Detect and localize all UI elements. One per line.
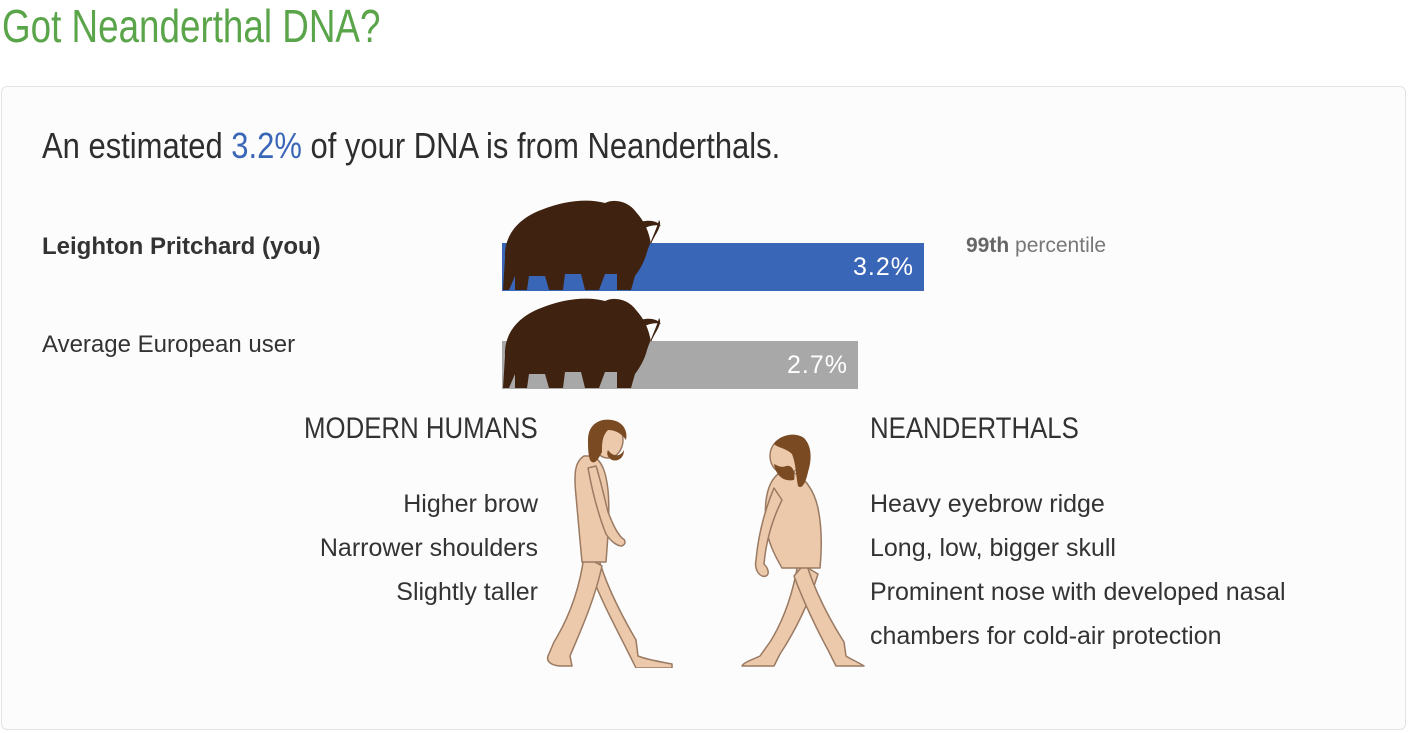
neanderthal-trait-item: Prominent nose with developed nasal — [870, 578, 1286, 606]
neanderthal-trait-item: Heavy eyebrow ridge — [870, 490, 1105, 518]
percentile-text: 99th percentile — [966, 234, 1106, 258]
neanderthal-card — [1, 86, 1406, 730]
summary-prefix: An estimated — [42, 125, 232, 166]
modern-trait-item: Higher brow — [403, 490, 538, 518]
modern-humans-heading: MODERN HUMANS — [304, 412, 538, 445]
mammoth-icon — [503, 298, 661, 388]
modern-trait-item: Narrower shoulders — [319, 534, 538, 562]
percentile-label: percentile — [1009, 234, 1107, 257]
page-title: Got Neanderthal DNA? — [2, 0, 381, 52]
mammoth-icon — [503, 200, 661, 290]
summary-suffix: of your DNA is from Neanderthals. — [301, 125, 781, 166]
neanderthals-heading: NEANDERTHALS — [870, 412, 1079, 445]
neanderthal-trait-item: Long, low, bigger skull — [870, 534, 1116, 562]
modern-human-icon — [546, 419, 673, 668]
average-dna-value: 2.7% — [787, 351, 848, 379]
percentile-rank: 99th — [966, 234, 1010, 257]
neanderthal-trait-item: chambers for cold-air protection — [870, 622, 1222, 650]
user-dna-value: 3.2% — [853, 253, 914, 281]
modern-trait-item: Slightly taller — [396, 578, 538, 606]
user-label: Leighton Pritchard (you) — [42, 233, 321, 260]
neanderthal-icon — [741, 434, 865, 667]
summary-headline: An estimated 3.2% of your DNA is from Ne… — [42, 124, 780, 168]
summary-percent: 3.2% — [231, 125, 302, 166]
average-label: Average European user — [42, 331, 296, 358]
